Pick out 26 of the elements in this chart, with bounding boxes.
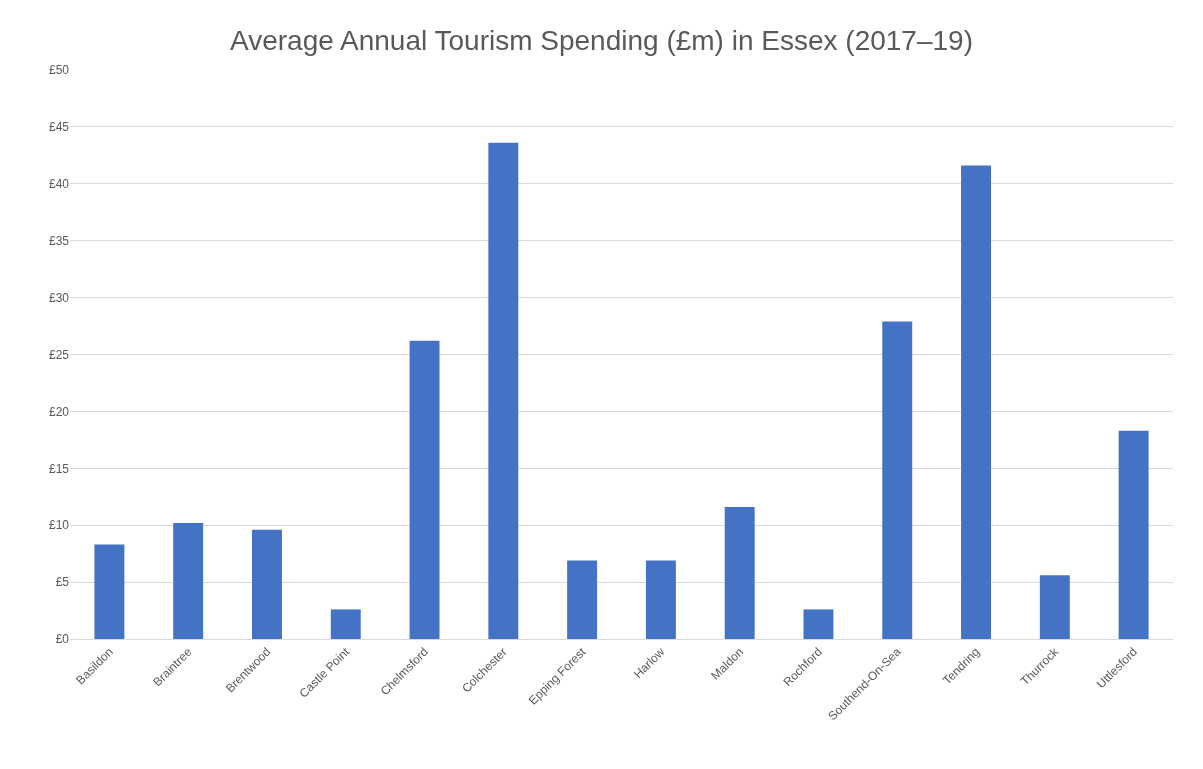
bar <box>567 560 598 639</box>
bar <box>252 529 282 639</box>
y-tick-label: £25 <box>48 347 70 362</box>
bar <box>724 506 755 639</box>
bar <box>173 522 204 639</box>
y-tick-label: £10 <box>48 518 70 533</box>
y-tick-label: £30 <box>48 290 70 305</box>
y-tick-label: £50 <box>48 63 70 78</box>
bar <box>1118 430 1149 639</box>
chart-title: Average Annual Tourism Spending (£m) in Essex (2017–19) <box>230 25 973 57</box>
bar <box>409 340 440 639</box>
bar <box>94 544 125 639</box>
y-tick-label: £5 <box>55 575 70 590</box>
bar <box>488 142 519 639</box>
y-tick-label: £20 <box>48 404 70 419</box>
bar <box>1039 575 1070 639</box>
bar <box>882 321 913 639</box>
bar <box>645 560 676 639</box>
y-tick-label: £0 <box>55 632 70 647</box>
bar <box>961 165 992 639</box>
y-tick-label: £40 <box>48 177 70 191</box>
y-tick-label: £35 <box>48 233 70 248</box>
bar <box>330 609 361 639</box>
y-tick-label: £15 <box>48 461 70 476</box>
y-tick-label: £45 <box>48 120 70 135</box>
bar <box>803 609 834 639</box>
